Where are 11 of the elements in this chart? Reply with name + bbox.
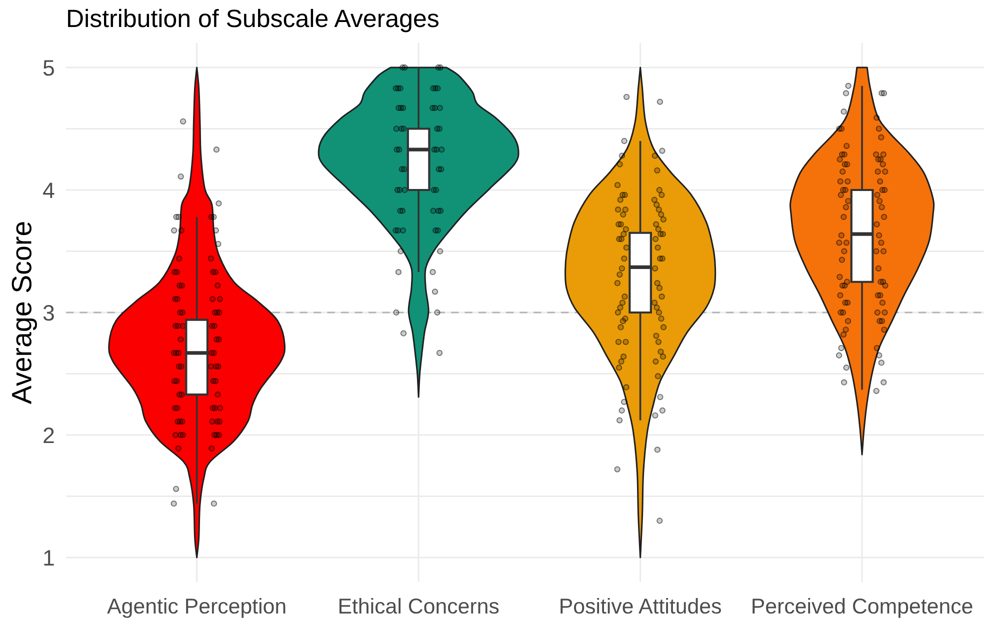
x-tick-label: Ethical Concerns [339,598,499,614]
x-tick-label: Positive Attitudes [560,598,721,614]
y-tick-label: 1 [44,550,54,566]
x-tick-label: Perceived Competence [752,598,972,618]
y-tick-label: 5 [43,60,54,76]
y-axis-title: Average Score [12,222,37,404]
y-tick-label: 2 [44,428,54,444]
y-tick-label: 3 [43,305,54,321]
x-tick-label: Agentic Perception [107,598,286,618]
y-tick-label: 4 [43,182,54,198]
chart-title: Distribution of Subscale Averages [68,8,438,32]
